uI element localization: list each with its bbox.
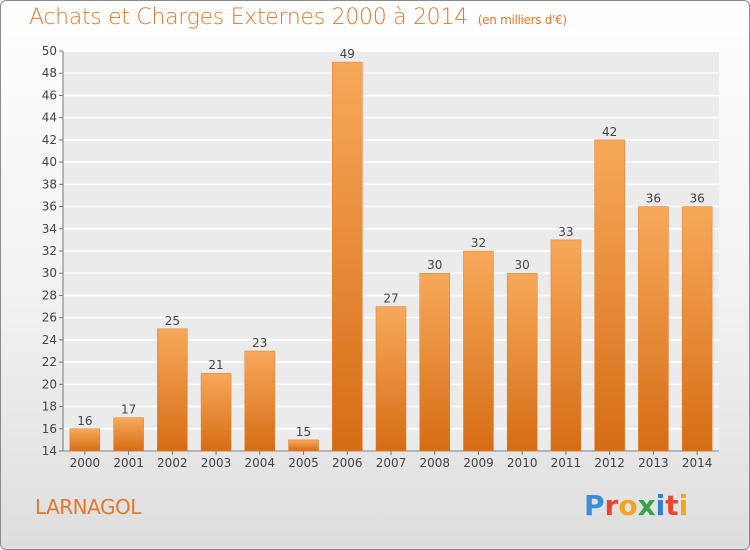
y-tick-label: 18 [42,400,57,414]
y-tick-label: 44 [42,111,57,125]
bar [506,272,538,452]
y-tick-label: 46 [42,88,57,102]
bar [463,250,494,452]
commune-name: LARNAGOL [35,495,141,519]
bar-value-label: 21 [208,358,223,372]
y-tick-label: 20 [42,377,57,391]
bar [375,306,407,452]
bar [244,350,276,452]
y-tick-label: 32 [42,244,57,258]
bar [288,439,319,452]
bar [594,139,625,452]
x-tick-label: 2004 [245,456,276,470]
y-tick-label: 48 [42,66,57,80]
y-tick-label: 16 [42,422,57,436]
bar [550,239,582,452]
chart-title: Achats et Charges Externes 2000 à 2014 (e… [29,5,567,30]
y-tick-label: 40 [42,155,57,169]
bar-value-label: 36 [689,192,704,206]
bar [419,272,450,452]
x-tick-label: 2013 [638,456,669,470]
bar-value-label: 16 [77,414,92,428]
bar [157,328,188,452]
x-tick-label: 2012 [594,456,625,470]
bar [332,61,363,452]
bar-value-label: 32 [471,236,486,250]
bar-value-label: 27 [383,292,398,306]
bar-value-label: 30 [515,258,530,272]
y-tick-label: 28 [42,288,57,302]
bar-value-label: 49 [340,47,355,61]
bar [638,206,669,452]
x-tick-label: 2010 [507,456,538,470]
y-tick-label: 14 [42,444,57,458]
bar [681,206,713,452]
x-tick-label: 2009 [463,456,494,470]
x-tick-label: 2003 [201,456,232,470]
bar-value-label: 42 [602,125,617,139]
bar-value-label: 25 [165,314,180,328]
y-tick-label: 42 [42,133,57,147]
x-tick-label: 2001 [113,456,144,470]
y-tick-label: 24 [42,333,57,347]
y-tick-label: 50 [42,44,57,58]
x-tick-label: 2005 [288,456,319,470]
x-tick-label: 2007 [376,456,407,470]
bar-value-label: 30 [427,258,442,272]
y-tick-label: 22 [42,355,57,369]
y-tick-label: 26 [42,311,57,325]
bar [200,372,232,452]
x-tick-label: 2000 [70,456,101,470]
y-tick-label: 34 [42,222,57,236]
bar-value-label: 15 [296,425,311,439]
bar [69,428,101,452]
proxiti-logo: Proxiti [584,489,689,522]
bar [113,417,144,452]
bar-value-label: 17 [121,403,136,417]
bar-value-label: 36 [646,192,661,206]
y-tick-label: 30 [42,266,57,280]
x-tick-label: 2006 [332,456,363,470]
bar-value-label: 23 [252,336,267,350]
x-tick-label: 2011 [551,456,582,470]
x-tick-label: 2008 [419,456,450,470]
y-tick-label: 36 [42,200,57,214]
chart-title-text: Achats et Charges Externes 2000 à 2014 [29,5,468,30]
chart-unit: (en milliers d'€) [477,13,567,27]
y-tick-label: 38 [42,177,57,191]
x-tick-label: 2014 [682,456,713,470]
x-tick-label: 2002 [157,456,188,470]
bar-value-label: 33 [558,225,573,239]
